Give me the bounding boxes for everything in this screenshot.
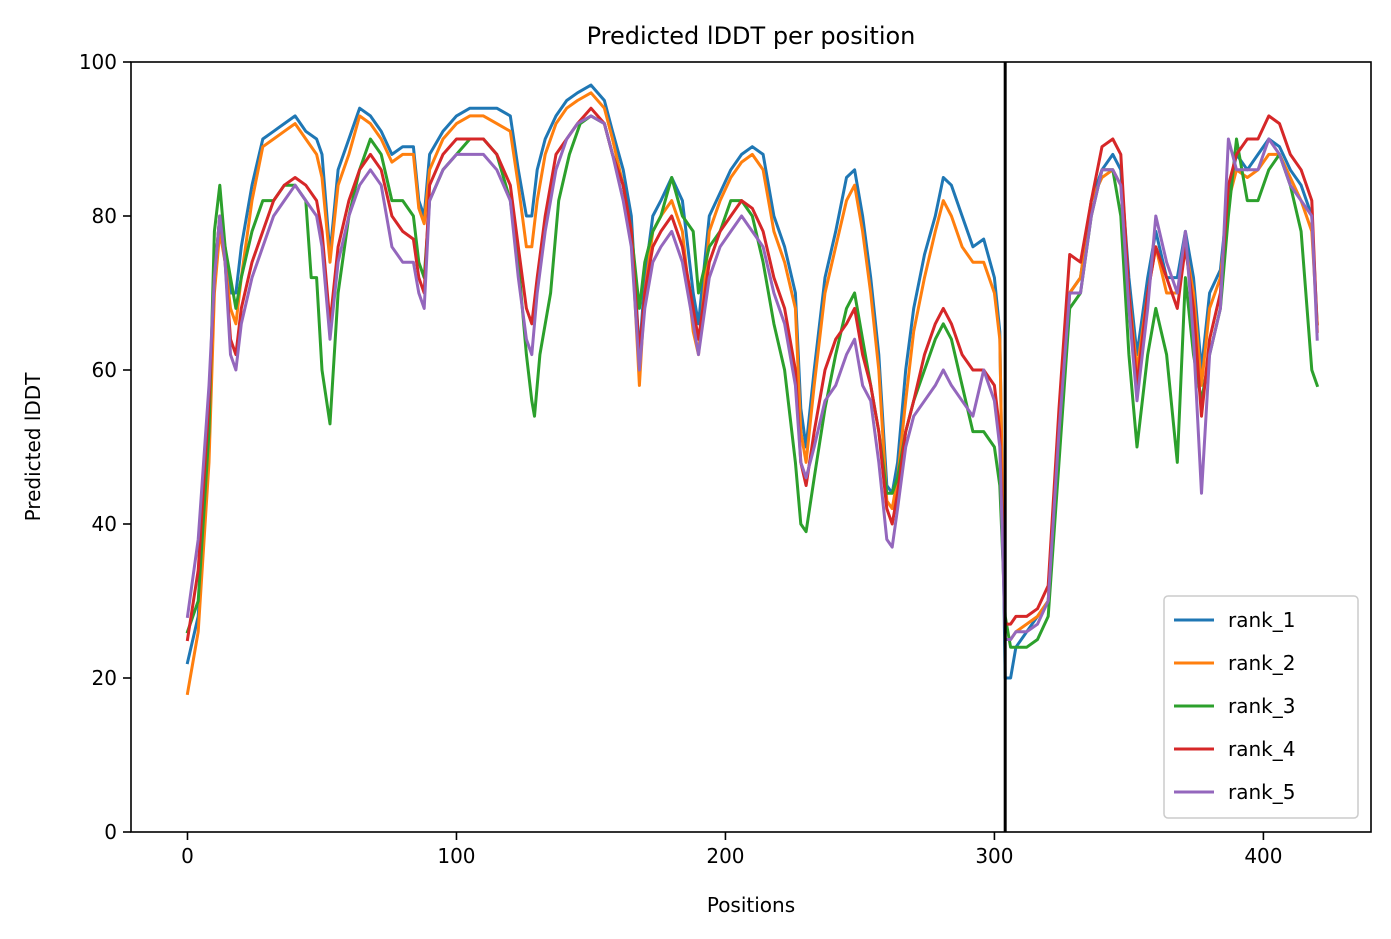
legend-label-rank_5: rank_5 bbox=[1228, 780, 1295, 804]
legend-label-rank_2: rank_2 bbox=[1228, 651, 1295, 675]
y-tick-label: 20 bbox=[92, 666, 117, 690]
y-tick-label: 40 bbox=[92, 512, 117, 536]
y-axis: 0 20 40 60 80 100 bbox=[79, 50, 131, 844]
x-tick-label: 300 bbox=[975, 844, 1013, 868]
x-tick-label: 400 bbox=[1244, 844, 1282, 868]
y-tick-label: 0 bbox=[104, 820, 117, 844]
x-axis: 0 100 200 300 400 bbox=[181, 832, 1283, 868]
y-tick-label: 60 bbox=[92, 358, 117, 382]
series-line-rank_3 bbox=[185, 114, 1320, 649]
legend: rank_1 rank_2 rank_3 rank_4 rank_5 bbox=[1163, 595, 1359, 819]
y-axis-label: Predicted lDDT bbox=[21, 372, 45, 522]
x-tick-label: 200 bbox=[706, 844, 744, 868]
chart-title: Predicted lDDT per position bbox=[587, 22, 916, 50]
legend-label-rank_1: rank_1 bbox=[1228, 608, 1295, 632]
axes-frame bbox=[130, 61, 1372, 833]
y-tick-label: 80 bbox=[92, 204, 117, 228]
x-axis-label: Positions bbox=[707, 893, 795, 917]
series-line-rank_5 bbox=[185, 114, 1319, 641]
plot-area bbox=[185, 62, 1320, 832]
y-tick-label: 100 bbox=[79, 50, 117, 74]
legend-label-rank_3: rank_3 bbox=[1228, 694, 1295, 718]
legend-label-rank_4: rank_4 bbox=[1228, 737, 1295, 761]
x-tick-label: 100 bbox=[437, 844, 475, 868]
legend-box bbox=[1163, 595, 1359, 819]
x-tick-label: 0 bbox=[181, 844, 194, 868]
